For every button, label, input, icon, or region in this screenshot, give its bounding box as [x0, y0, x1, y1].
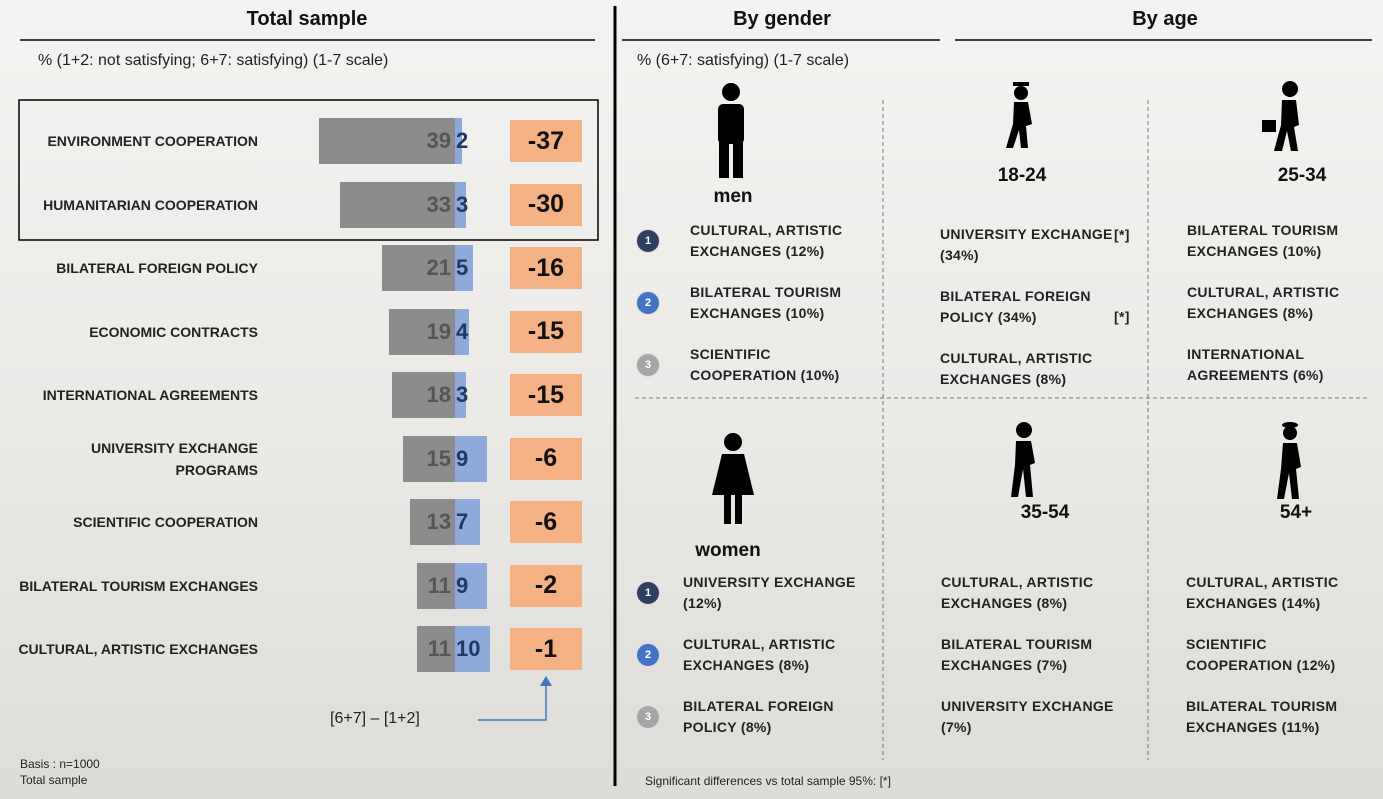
rank-badge: 3 [636, 705, 660, 729]
value-label: 18 [405, 372, 451, 418]
difference-box: -15 [510, 374, 582, 416]
value-label: 39 [405, 118, 451, 164]
difference-box: -30 [510, 184, 582, 226]
icon-54-plus [1277, 422, 1301, 499]
difference-box: -6 [510, 501, 582, 543]
value-label: 15 [405, 436, 451, 482]
value-label: 3 [456, 182, 468, 228]
value-label: 7 [456, 499, 468, 545]
item: BILATERAL TOURISM EXCHANGES (10%) [690, 282, 878, 324]
item: UNIVERSITY EXCHANGE (12%) [683, 572, 871, 614]
left-subtitle: % (1+2: not satisfying; 6+7: satisfying)… [38, 52, 388, 70]
item: BILATERAL TOURISM EXCHANGES (7%) [941, 634, 1129, 676]
rank-badge: 2 [636, 291, 660, 315]
category-label: UNIVERSITY EXCHANGE PROGRAMS [12, 437, 258, 481]
icon-men [718, 83, 744, 178]
note: Basis : n=1000 [20, 757, 100, 771]
item: BILATERAL FOREIGN POLICY (8%) [683, 696, 871, 738]
age-title: By age [955, 8, 1375, 31]
arrow [478, 684, 546, 720]
icon-25-34 [1262, 81, 1299, 151]
group-label: 35-54 [1021, 502, 1070, 524]
category-label: ENVIRONMENT COOPERATION [12, 130, 258, 152]
category-label: BILATERAL FOREIGN POLICY [12, 257, 258, 279]
difference-box: -15 [510, 311, 582, 353]
item: UNIVERSITY EXCHANGE (7%) [941, 696, 1129, 738]
group-label: 18-24 [998, 165, 1047, 187]
category-label: BILATERAL TOURISM EXCHANGES [12, 575, 258, 597]
value-label: 3 [456, 372, 468, 418]
group-label: women [695, 540, 760, 562]
value-label: 11 [405, 626, 451, 672]
item: BILATERAL FOREIGN POLICY (34%) [940, 286, 1128, 328]
item: CULTURAL, ARTISTIC EXCHANGES (8%) [683, 634, 871, 676]
item: BILATERAL TOURISM EXCHANGES (10%) [1187, 220, 1375, 262]
item: CULTURAL, ARTISTIC EXCHANGES (12%) [690, 220, 878, 262]
group-label: 54+ [1280, 502, 1312, 524]
category-label: INTERNATIONAL AGREEMENTS [12, 384, 258, 406]
value-label: 19 [405, 309, 451, 355]
value-label: 2 [456, 118, 468, 164]
difference-box: -37 [510, 120, 582, 162]
item: CULTURAL, ARTISTIC EXCHANGES (8%) [941, 572, 1129, 614]
right-subtitle: % (6+7: satisfying) (1-7 scale) [637, 52, 849, 70]
difference-box: -6 [510, 438, 582, 480]
value-label: 11 [405, 563, 451, 609]
rank-badge: 3 [636, 353, 660, 377]
item: SCIENTIFIC COOPERATION (10%) [690, 344, 878, 386]
difference-box: -2 [510, 565, 582, 607]
difference-box: -1 [510, 628, 582, 670]
left-title: Total sample [0, 8, 614, 31]
group-label: 25-34 [1278, 165, 1327, 187]
value-label: 33 [405, 182, 451, 228]
footnote: Significant differences vs total sample … [645, 774, 891, 788]
note: Total sample [20, 773, 87, 787]
group-label: men [713, 186, 752, 208]
annotation: [6+7] – [1+2] [330, 710, 420, 728]
rank-badge: 1 [636, 581, 660, 605]
icon-women [712, 433, 754, 524]
value-label: 5 [456, 245, 468, 291]
item: CULTURAL, ARTISTIC EXCHANGES (8%) [1187, 282, 1375, 324]
value-label: 9 [456, 436, 468, 482]
item: SCIENTIFIC COOPERATION (12%) [1186, 634, 1374, 676]
rank-badge: 1 [636, 229, 660, 253]
gender-title: By gender [622, 8, 942, 31]
flag: [*] [1114, 225, 1130, 246]
item: INTERNATIONAL AGREEMENTS (6%) [1187, 344, 1375, 386]
value-label: 9 [456, 563, 468, 609]
item: BILATERAL TOURISM EXCHANGES (11%) [1186, 696, 1374, 738]
item: UNIVERSITY EXCHANGE (34%) [940, 224, 1128, 266]
value-label: 13 [405, 499, 451, 545]
category-label: SCIENTIFIC COOPERATION [12, 511, 258, 533]
difference-box: -16 [510, 247, 582, 289]
item: CULTURAL, ARTISTIC EXCHANGES (8%) [940, 348, 1128, 390]
value-label: 21 [405, 245, 451, 291]
value-label: 10 [456, 626, 480, 672]
icon-35-54 [1011, 422, 1035, 497]
arrow-head [540, 676, 552, 686]
icon-18-24 [1006, 82, 1032, 148]
item: CULTURAL, ARTISTIC EXCHANGES (14%) [1186, 572, 1374, 614]
rank-badge: 2 [636, 643, 660, 667]
page: Total sample % (1+2: not satisfying; 6+7… [0, 0, 1383, 799]
flag: [*] [1114, 307, 1130, 328]
category-label: HUMANITARIAN COOPERATION [12, 194, 258, 216]
value-label: 4 [456, 309, 468, 355]
category-label: CULTURAL, ARTISTIC EXCHANGES [12, 638, 258, 660]
category-label: ECONOMIC CONTRACTS [12, 321, 258, 343]
